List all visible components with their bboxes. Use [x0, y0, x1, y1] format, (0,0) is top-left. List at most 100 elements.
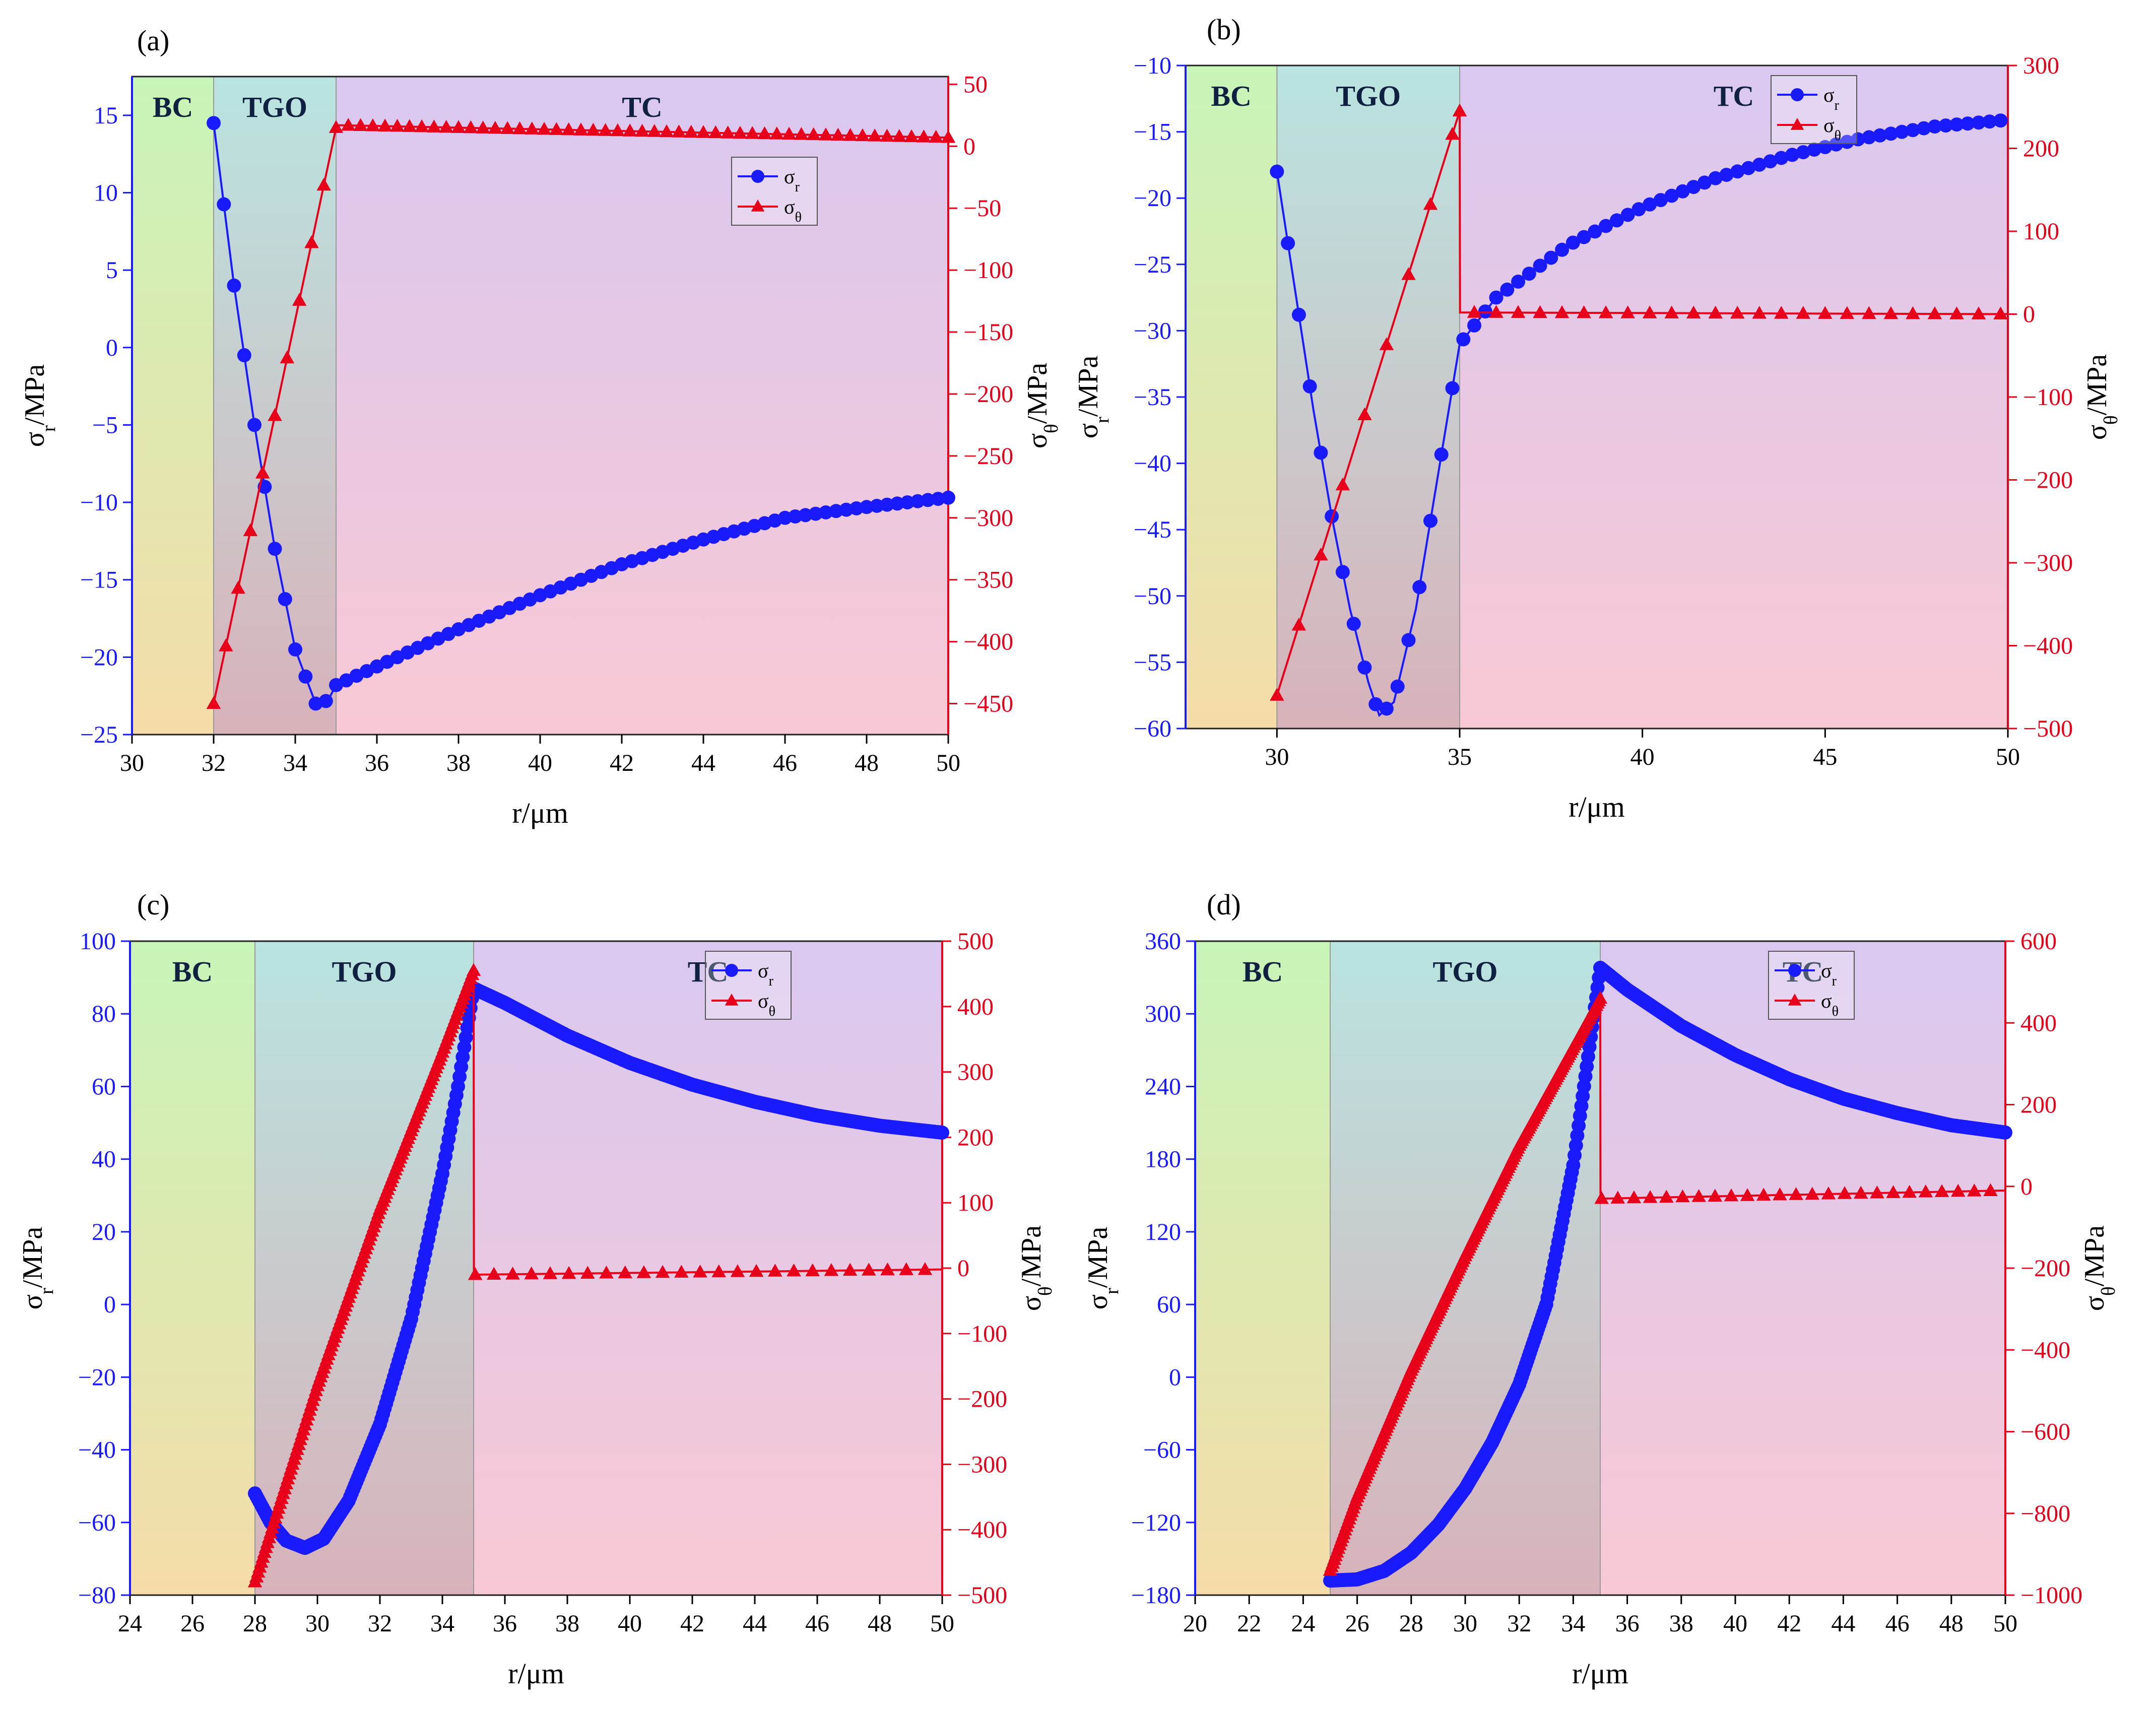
data-point: [622, 123, 637, 137]
y-left-tick-label: −80: [78, 1582, 116, 1609]
data-point: [941, 130, 956, 143]
data-point: [730, 1264, 745, 1277]
panel-c: BC TGO TC 24 26 28 30 32 34 36 38 40 42 44 46 48 50 100 80…: [17, 888, 1056, 1690]
data-point: [278, 592, 292, 607]
y-left-axis-label: σr/MPa: [17, 1227, 57, 1310]
data-point: [1805, 1187, 1820, 1200]
legend-box: [1768, 951, 1855, 1020]
data-point: [1818, 306, 1833, 319]
data-point: [674, 1265, 689, 1278]
x-tick-label: 46: [805, 1610, 829, 1637]
data-point: [1593, 991, 1608, 1004]
data-point: [329, 120, 344, 133]
data-point: [1478, 304, 1492, 319]
region-tc: [474, 941, 942, 1595]
region-label-bc: BC: [172, 955, 213, 988]
data-point: [1588, 224, 1602, 239]
region-bc: [132, 77, 214, 735]
data-point: [1302, 379, 1317, 393]
data-point: [1894, 124, 1909, 139]
y-left-tick-label: −30: [1134, 317, 1171, 344]
data-point: [1774, 151, 1789, 165]
x-tick-label: 40: [618, 1610, 642, 1637]
x-tick-label: 46: [773, 750, 797, 776]
data-point: [647, 124, 662, 137]
data-point: [316, 177, 331, 191]
y-left-tick-label: 10: [94, 179, 118, 206]
data-point: [219, 638, 233, 651]
data-point: [855, 128, 870, 142]
data-point: [892, 129, 907, 142]
data-point: [543, 1266, 558, 1279]
legend-label: σr: [1823, 84, 1840, 113]
series-sigma-r: [207, 116, 955, 711]
data-point: [918, 1262, 933, 1275]
data-point: [787, 1263, 801, 1277]
y-right-tick-label: −150: [963, 319, 1013, 346]
y-right-tick-label: 50: [963, 71, 988, 98]
data-point: [525, 121, 540, 135]
data-point: [1724, 1188, 1739, 1202]
data-point: [1906, 123, 1920, 138]
data-point: [1467, 318, 1481, 333]
y-right-tick-label: 0: [957, 1255, 969, 1282]
data-point: [599, 1266, 614, 1279]
data-point: [1423, 513, 1438, 528]
y-right-axis-label: σθ/MPa: [1016, 1225, 1056, 1311]
data-point: [524, 1266, 539, 1280]
y-left-tick-label: −55: [1134, 649, 1171, 676]
data-point: [870, 499, 884, 513]
region-tgo: [214, 77, 336, 735]
data-point: [1902, 1185, 1917, 1198]
y-left-tick-label: −15: [80, 567, 118, 594]
x-tick-label: 50: [1996, 744, 2020, 770]
y-left-tick-label: 120: [1145, 1219, 1181, 1245]
data-point: [1708, 305, 1723, 319]
data-point: [1598, 305, 1613, 318]
data-point: [1390, 679, 1405, 694]
y-right-tick-label: −200: [2020, 1255, 2070, 1282]
data-point: [1883, 126, 1898, 141]
data-point: [1357, 407, 1372, 421]
y-left-tick-label: −50: [1134, 583, 1171, 610]
y-right-tick-label: −100: [963, 257, 1013, 284]
data-point: [1664, 305, 1679, 318]
data-point: [390, 118, 405, 132]
data-point: [268, 542, 282, 556]
data-point: [880, 1262, 895, 1276]
data-point: [1270, 164, 1284, 179]
y-left-tick-label: 60: [1157, 1291, 1181, 1318]
y-right-tick-label: −100: [2023, 384, 2073, 411]
data-point: [466, 963, 481, 976]
data-point: [1917, 121, 1931, 136]
x-tick-label: 32: [368, 1610, 392, 1637]
y-left-tick-label: −25: [1134, 251, 1171, 278]
data-point: [921, 493, 935, 507]
data-point: [1756, 1188, 1771, 1201]
data-point: [487, 1267, 501, 1280]
data-point: [1642, 305, 1657, 318]
x-tick-label: 44: [691, 750, 715, 776]
region-label-tgo: TGO: [242, 91, 307, 123]
data-point: [794, 127, 809, 140]
data-point: [1620, 208, 1635, 222]
y-left-tick-label: 60: [92, 1073, 116, 1100]
data-point: [1452, 103, 1467, 116]
data-point: [806, 127, 821, 141]
data-point: [1577, 230, 1591, 244]
y-right-axis-label: σθ/MPa: [2081, 354, 2122, 440]
data-point: [1675, 1189, 1690, 1203]
x-axis-label: r/μm: [1572, 1657, 1628, 1690]
legend-marker: [1788, 964, 1801, 977]
data-point: [1346, 617, 1361, 631]
region-tc: [1460, 65, 2008, 729]
data-point: [304, 235, 319, 248]
legend-marker: [751, 200, 765, 212]
data-point: [402, 119, 417, 132]
data-point: [1796, 145, 1810, 160]
data-point: [1993, 113, 2008, 128]
y-left-tick-label: 80: [92, 1001, 116, 1027]
data-point: [1456, 332, 1471, 347]
y-right-tick-label: 300: [957, 1059, 994, 1086]
